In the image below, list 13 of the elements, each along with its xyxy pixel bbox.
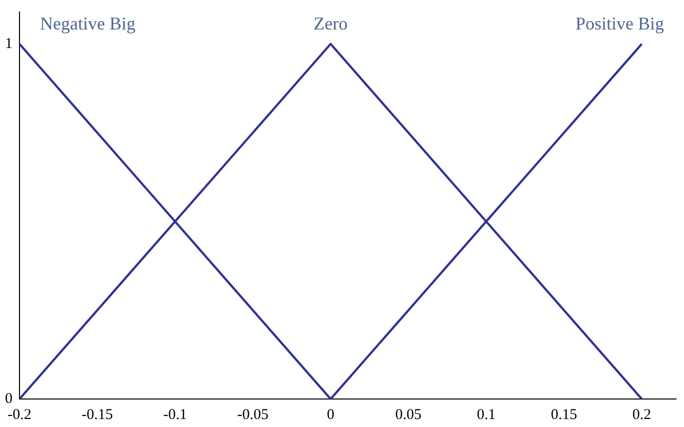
x-tick-label: -0.15 bbox=[82, 406, 113, 423]
series-label: Negative Big bbox=[40, 14, 136, 34]
x-tick-label: -0.2 bbox=[8, 406, 32, 423]
x-tick-label: 0.2 bbox=[632, 406, 652, 423]
y-tick-label: 1 bbox=[5, 36, 12, 52]
x-tick-label: 0.15 bbox=[550, 406, 578, 423]
x-tick-label: 0.1 bbox=[476, 406, 496, 423]
series-label: Positive Big bbox=[575, 14, 664, 34]
series-label: Zero bbox=[314, 14, 348, 34]
x-tick-label: -0.05 bbox=[237, 406, 268, 423]
x-tick-label: 0.05 bbox=[395, 406, 422, 423]
x-tick-label: 0 bbox=[326, 406, 334, 423]
x-tick-label: -0.1 bbox=[163, 406, 187, 423]
